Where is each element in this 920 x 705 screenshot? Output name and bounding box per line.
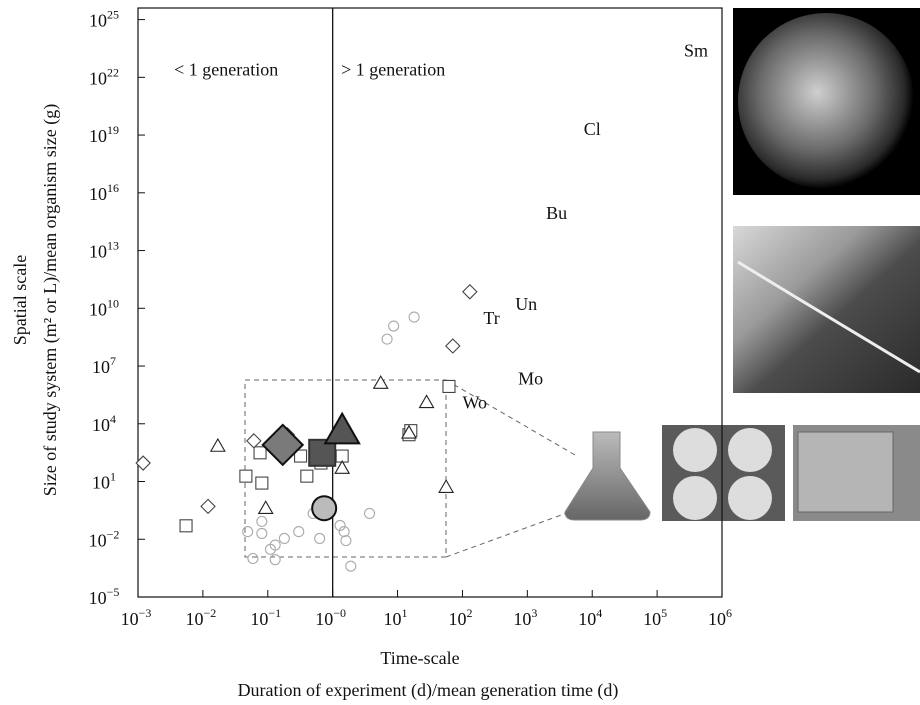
point xyxy=(345,560,357,572)
y-axis-label: Spatial scale xyxy=(10,255,30,345)
x-axis-label: Time-scale xyxy=(380,648,459,668)
photo-bucket xyxy=(728,476,772,520)
y-tick-label: 10−5 xyxy=(89,585,120,608)
x-tick-label: 105 xyxy=(643,606,667,629)
y-tick-label: 1016 xyxy=(89,181,119,204)
annotation: Un xyxy=(515,294,537,314)
point xyxy=(293,526,305,538)
y-tick-label: 101 xyxy=(92,469,116,492)
y-tick-label: 1025 xyxy=(89,7,119,30)
point xyxy=(408,311,420,323)
photo-coast xyxy=(733,226,920,393)
point xyxy=(255,476,269,490)
y-tick-label: 10−2 xyxy=(89,527,120,550)
point xyxy=(242,526,254,538)
x-axis-sublabel: Duration of experiment (d)/mean generati… xyxy=(238,680,619,701)
point xyxy=(363,507,376,519)
point xyxy=(338,526,350,538)
y-tick-label: 104 xyxy=(92,412,116,435)
point xyxy=(246,433,262,449)
point xyxy=(442,379,456,393)
point xyxy=(340,535,352,547)
annotation: < 1 generation xyxy=(174,60,278,80)
y-tick-label: 107 xyxy=(92,354,116,377)
photo-flask xyxy=(564,431,651,521)
x-tick-label: 103 xyxy=(513,606,537,629)
point xyxy=(314,532,326,545)
point xyxy=(269,554,281,566)
point xyxy=(257,500,274,515)
inset-box xyxy=(244,379,447,558)
point xyxy=(256,515,268,527)
point xyxy=(239,469,253,483)
point xyxy=(256,527,268,540)
photo-coast-line xyxy=(737,260,920,374)
point xyxy=(372,374,389,389)
y-tick-label: 1013 xyxy=(89,238,119,261)
point xyxy=(334,459,351,474)
point xyxy=(388,320,400,332)
x-tick-label: 106 xyxy=(708,606,732,629)
point xyxy=(300,469,314,483)
x-tick-label: 10−0 xyxy=(315,606,346,629)
photo-bucket xyxy=(728,428,772,472)
point xyxy=(209,437,226,452)
point xyxy=(323,411,361,445)
point xyxy=(269,539,281,551)
point xyxy=(247,552,259,565)
annotation: Bu xyxy=(546,203,567,223)
inset-leader xyxy=(445,509,576,558)
x-tick-label: 10−3 xyxy=(121,606,152,629)
annotation: Wo xyxy=(462,393,487,413)
point xyxy=(438,479,455,493)
x-tick-label: 104 xyxy=(578,606,602,629)
point xyxy=(401,424,417,439)
x-tick-label: 102 xyxy=(448,606,472,629)
x-tick-label: 10−1 xyxy=(250,606,281,629)
point xyxy=(278,532,290,545)
point xyxy=(381,333,393,345)
x-tick-label: 101 xyxy=(384,606,408,629)
y-tick-label: 1010 xyxy=(89,296,119,319)
annotation: > 1 generation xyxy=(341,60,445,80)
annotation: Sm xyxy=(684,40,708,60)
photo-tank-box xyxy=(797,431,894,513)
point xyxy=(462,284,478,300)
inset-leader xyxy=(445,379,576,456)
annotation: Mo xyxy=(518,368,543,388)
point xyxy=(179,519,193,533)
point xyxy=(418,394,435,409)
photo-earth-globe xyxy=(738,13,914,189)
point xyxy=(135,455,151,471)
annotation: Cl xyxy=(584,119,601,139)
x-tick-label: 10−2 xyxy=(185,606,216,629)
plot-frame xyxy=(137,7,723,598)
point xyxy=(311,495,338,522)
y-axis-sublabel: Size of study system (m² or L)/mean orga… xyxy=(40,104,61,496)
photo-bucket xyxy=(673,428,717,472)
point xyxy=(445,338,461,354)
y-tick-label: 1022 xyxy=(89,65,119,88)
photo-bucket xyxy=(673,476,717,520)
point xyxy=(261,423,305,467)
point xyxy=(253,446,267,460)
point xyxy=(308,438,337,467)
y-tick-label: 1019 xyxy=(89,123,119,146)
point xyxy=(334,519,346,532)
point xyxy=(200,498,216,515)
point xyxy=(294,449,308,463)
annotation: Tr xyxy=(483,308,499,328)
